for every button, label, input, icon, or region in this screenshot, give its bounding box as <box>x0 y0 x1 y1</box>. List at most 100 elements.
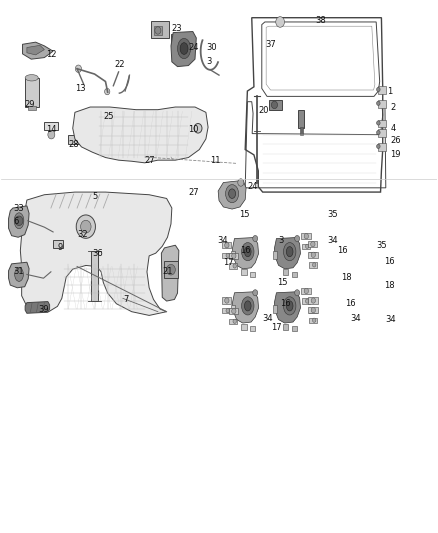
Circle shape <box>311 308 315 313</box>
Bar <box>378 100 386 108</box>
Text: 12: 12 <box>46 50 57 59</box>
Bar <box>231 251 235 259</box>
Text: 34: 34 <box>217 237 227 246</box>
Circle shape <box>311 252 315 257</box>
Text: 34: 34 <box>386 315 396 324</box>
Circle shape <box>304 233 308 239</box>
Bar <box>302 298 310 304</box>
Text: 5: 5 <box>92 192 98 201</box>
Text: 3: 3 <box>206 58 211 66</box>
Text: 33: 33 <box>14 204 25 213</box>
Bar <box>308 252 316 257</box>
Bar <box>153 26 162 35</box>
Text: 16: 16 <box>345 299 355 308</box>
Text: 20: 20 <box>258 106 269 115</box>
Circle shape <box>311 241 315 247</box>
Bar <box>231 305 235 313</box>
Circle shape <box>226 253 230 257</box>
Text: 19: 19 <box>391 150 401 159</box>
Bar <box>283 324 289 329</box>
Text: 26: 26 <box>391 136 401 145</box>
Text: 27: 27 <box>188 188 199 197</box>
Polygon shape <box>20 192 172 316</box>
Circle shape <box>226 309 230 313</box>
Circle shape <box>312 318 316 322</box>
Text: 14: 14 <box>46 125 57 134</box>
Bar <box>308 252 318 258</box>
Bar <box>292 326 297 331</box>
Bar <box>308 307 318 313</box>
Circle shape <box>48 131 55 139</box>
Circle shape <box>377 121 380 125</box>
Bar <box>91 251 98 301</box>
Bar <box>171 34 179 46</box>
Bar <box>283 269 289 276</box>
Text: 18: 18 <box>384 280 395 289</box>
Ellipse shape <box>241 297 254 315</box>
Bar <box>28 106 35 110</box>
Ellipse shape <box>283 297 296 315</box>
Bar <box>44 122 58 131</box>
Text: 10: 10 <box>188 125 199 134</box>
Text: 11: 11 <box>210 156 221 165</box>
Bar <box>308 297 318 304</box>
Polygon shape <box>27 45 44 55</box>
Text: 16: 16 <box>384 257 395 265</box>
Text: 27: 27 <box>145 156 155 165</box>
Circle shape <box>253 236 258 241</box>
Polygon shape <box>274 238 300 269</box>
Circle shape <box>105 88 110 95</box>
Circle shape <box>295 290 300 296</box>
Bar <box>68 135 79 144</box>
Text: 13: 13 <box>75 84 85 93</box>
Circle shape <box>15 216 23 225</box>
Polygon shape <box>22 42 53 59</box>
Polygon shape <box>274 292 300 323</box>
Text: 28: 28 <box>68 140 79 149</box>
Ellipse shape <box>14 268 23 281</box>
Text: 9: 9 <box>57 244 63 253</box>
Ellipse shape <box>244 247 251 257</box>
Text: 31: 31 <box>14 268 25 276</box>
Bar <box>230 319 237 324</box>
Circle shape <box>377 144 380 149</box>
Bar <box>229 253 238 259</box>
Bar <box>307 241 317 247</box>
Bar <box>273 251 277 259</box>
Polygon shape <box>25 302 49 313</box>
Text: 3: 3 <box>278 237 283 246</box>
Ellipse shape <box>14 213 24 229</box>
Circle shape <box>103 113 108 118</box>
Text: 37: 37 <box>265 40 276 49</box>
Bar <box>292 272 297 277</box>
Circle shape <box>312 252 315 256</box>
Bar <box>378 143 386 151</box>
Circle shape <box>312 263 316 267</box>
Circle shape <box>253 290 258 296</box>
Bar <box>222 242 231 248</box>
Circle shape <box>233 264 237 268</box>
Polygon shape <box>9 206 29 237</box>
Circle shape <box>155 27 161 34</box>
Bar <box>301 233 311 239</box>
Text: 39: 39 <box>38 304 49 313</box>
Bar <box>297 110 304 128</box>
Bar <box>309 318 317 323</box>
Bar <box>164 261 177 278</box>
Text: 24: 24 <box>247 182 258 191</box>
Text: 17: 17 <box>223 258 234 266</box>
Circle shape <box>75 65 81 72</box>
Bar <box>250 326 255 331</box>
Bar <box>229 308 238 314</box>
Ellipse shape <box>283 243 296 261</box>
Circle shape <box>166 264 175 275</box>
Bar <box>230 263 237 269</box>
Bar <box>53 240 63 248</box>
Text: 30: 30 <box>206 43 216 52</box>
Circle shape <box>305 244 309 248</box>
Circle shape <box>377 131 380 135</box>
Ellipse shape <box>286 247 293 257</box>
Bar <box>269 100 283 110</box>
Circle shape <box>76 215 95 238</box>
Circle shape <box>312 309 316 313</box>
